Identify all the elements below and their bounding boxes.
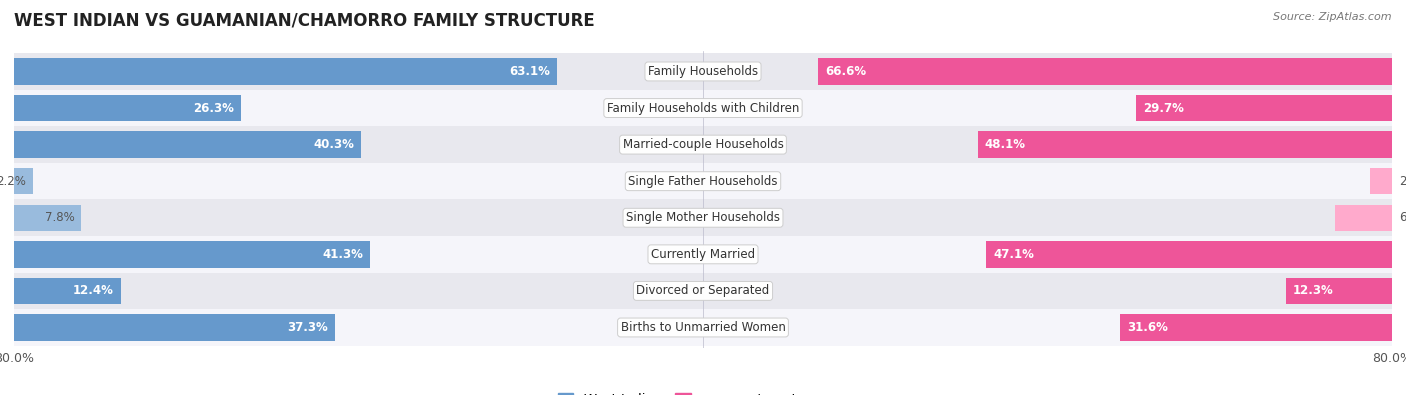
- Text: 6.6%: 6.6%: [1399, 211, 1406, 224]
- Text: Family Households with Children: Family Households with Children: [607, 102, 799, 115]
- Text: 12.3%: 12.3%: [1294, 284, 1334, 297]
- Text: 2.2%: 2.2%: [0, 175, 27, 188]
- Bar: [14, 205, 82, 231]
- Text: 63.1%: 63.1%: [510, 65, 551, 78]
- Bar: [14, 314, 335, 340]
- Text: 12.4%: 12.4%: [73, 284, 114, 297]
- Bar: [818, 58, 1392, 85]
- Text: Married-couple Households: Married-couple Households: [623, 138, 783, 151]
- Text: 2.6%: 2.6%: [1399, 175, 1406, 188]
- Bar: [1286, 278, 1392, 304]
- Text: Single Mother Households: Single Mother Households: [626, 211, 780, 224]
- Text: 48.1%: 48.1%: [984, 138, 1025, 151]
- Bar: [1336, 205, 1392, 231]
- Bar: [14, 199, 1392, 236]
- Text: 66.6%: 66.6%: [825, 65, 866, 78]
- Bar: [14, 132, 361, 158]
- Bar: [1136, 95, 1392, 121]
- Bar: [977, 132, 1392, 158]
- Bar: [14, 168, 32, 194]
- Text: Source: ZipAtlas.com: Source: ZipAtlas.com: [1274, 12, 1392, 22]
- Text: 7.8%: 7.8%: [45, 211, 75, 224]
- Text: 29.7%: 29.7%: [1143, 102, 1184, 115]
- Text: Family Households: Family Households: [648, 65, 758, 78]
- Bar: [14, 53, 1392, 90]
- Bar: [987, 241, 1392, 267]
- Bar: [1369, 168, 1392, 194]
- Text: Divorced or Separated: Divorced or Separated: [637, 284, 769, 297]
- Bar: [14, 126, 1392, 163]
- Bar: [14, 278, 121, 304]
- Bar: [14, 58, 557, 85]
- Bar: [14, 95, 240, 121]
- Text: 31.6%: 31.6%: [1126, 321, 1167, 334]
- Text: 47.1%: 47.1%: [993, 248, 1033, 261]
- Bar: [14, 163, 1392, 199]
- Legend: West Indian, Guamanian/Chamorro: West Indian, Guamanian/Chamorro: [558, 393, 848, 395]
- Text: WEST INDIAN VS GUAMANIAN/CHAMORRO FAMILY STRUCTURE: WEST INDIAN VS GUAMANIAN/CHAMORRO FAMILY…: [14, 12, 595, 30]
- Bar: [14, 236, 1392, 273]
- Text: Currently Married: Currently Married: [651, 248, 755, 261]
- Bar: [14, 241, 370, 267]
- Bar: [14, 273, 1392, 309]
- Text: 37.3%: 37.3%: [288, 321, 329, 334]
- Bar: [14, 90, 1392, 126]
- Text: Single Father Households: Single Father Households: [628, 175, 778, 188]
- Bar: [1119, 314, 1392, 340]
- Text: Births to Unmarried Women: Births to Unmarried Women: [620, 321, 786, 334]
- Text: 41.3%: 41.3%: [322, 248, 363, 261]
- Text: 26.3%: 26.3%: [193, 102, 233, 115]
- Bar: [14, 309, 1392, 346]
- Text: 40.3%: 40.3%: [314, 138, 354, 151]
